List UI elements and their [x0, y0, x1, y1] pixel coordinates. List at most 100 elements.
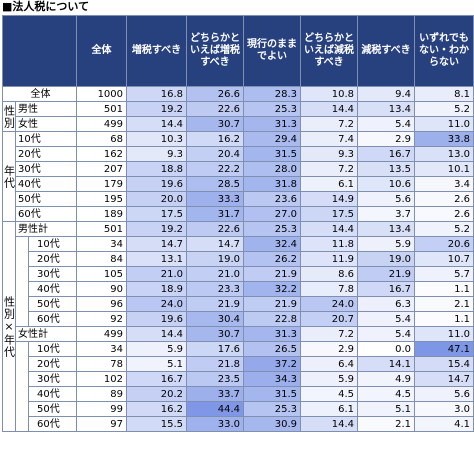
table-row: 20代 84 13.1 19.0 26.2 11.9 19.0 10.7 [3, 251, 474, 267]
percent-cell: 24.0 [126, 296, 188, 312]
percent-cell: 26.2 [243, 251, 302, 267]
percent-cell: 4.5 [300, 386, 359, 402]
count-cell: 162 [76, 146, 128, 162]
percent-cell: 17.5 [126, 206, 188, 222]
row-label: 20代 [27, 251, 78, 267]
percent-cell: 11.0 [414, 116, 474, 132]
percent-cell: 26.6 [186, 86, 245, 102]
percent-cell: 33.8 [414, 131, 474, 147]
percent-cell: 5.9 [357, 236, 416, 252]
table-row: 年代 10代 68 10.3 16.2 29.4 7.4 2.9 33.8 [2, 131, 474, 222]
percent-cell: 19.0 [357, 251, 416, 267]
group-label: 性別 [2, 101, 16, 132]
header-cell: どちらかといえば増税すべき [186, 15, 245, 87]
table-row: 女性計 499 14.4 30.7 31.3 7.2 5.4 11.0 [3, 326, 474, 342]
percent-cell: 22.2 [186, 161, 245, 177]
percent-cell: 17.5 [300, 206, 359, 222]
percent-cell: 6.3 [357, 296, 416, 312]
percent-cell: 5.2 [414, 101, 474, 117]
table-row: 60代 97 15.5 33.0 30.9 14.4 2.1 4.1 [3, 416, 474, 432]
percent-cell: 31.3 [243, 116, 302, 132]
percent-cell: 14.4 [126, 116, 188, 132]
percent-cell: 33.7 [186, 386, 245, 402]
percent-cell: 20.2 [126, 386, 188, 402]
count-cell: 90 [76, 281, 128, 297]
percent-cell: 25.3 [243, 221, 302, 237]
percent-cell: 7.2 [300, 326, 359, 342]
percent-cell: 32.2 [243, 281, 302, 297]
percent-cell: 7.2 [300, 161, 359, 177]
percent-cell: 31.7 [186, 206, 245, 222]
row-label: 男性計 [14, 221, 78, 237]
percent-cell: 16.2 [126, 401, 188, 417]
percent-cell: 17.6 [186, 341, 245, 357]
table-row: 女性 499 14.4 30.7 31.3 7.2 5.4 11.0 [3, 116, 474, 132]
percent-cell: 22.8 [243, 311, 302, 327]
percent-cell: 30.4 [186, 311, 245, 327]
row-label: 60代 [14, 206, 78, 222]
percent-cell: 33.0 [186, 416, 245, 432]
table-row: 30代 207 18.8 22.2 28.0 7.2 13.5 10.1 [3, 161, 474, 177]
table-row: 50代 96 24.0 21.9 21.9 24.0 6.3 2.1 [3, 296, 474, 312]
count-cell: 189 [76, 206, 128, 222]
percent-cell: 5.4 [357, 116, 416, 132]
percent-cell: 8.1 [414, 86, 474, 102]
count-cell: 84 [76, 251, 128, 267]
percent-cell: 14.4 [300, 221, 359, 237]
header-corner [1, 15, 78, 87]
percent-cell: 14.1 [357, 356, 416, 372]
percent-cell: 13.4 [357, 221, 416, 237]
percent-cell: 31.8 [243, 176, 302, 192]
row-label: 30代 [14, 161, 78, 177]
row-label: 40代 [14, 176, 78, 192]
table-row: 30代 105 21.0 21.0 21.9 8.6 21.9 5.7 [3, 266, 474, 282]
percent-cell: 28.5 [186, 176, 245, 192]
count-cell: 499 [76, 326, 128, 342]
row-label: 10代 [27, 341, 78, 357]
percent-cell: 33.3 [186, 191, 245, 207]
percent-cell: 1.1 [414, 311, 474, 327]
count-cell: 68 [76, 131, 128, 147]
header-cell: 現行のままでよい [243, 15, 302, 87]
percent-cell: 9.3 [300, 146, 359, 162]
page-title: ■法人税について [2, 0, 90, 13]
row-label: 20代 [27, 356, 78, 372]
header-cell: 増税すべき [126, 15, 188, 87]
row-label: 50代 [27, 296, 78, 312]
percent-cell: 16.2 [186, 131, 245, 147]
percent-cell: 7.8 [300, 281, 359, 297]
percent-cell: 19.6 [126, 311, 188, 327]
group-label: 性別×年代 [2, 221, 16, 432]
percent-cell: 5.9 [300, 371, 359, 387]
percent-cell: 13.5 [357, 161, 416, 177]
percent-cell: 5.1 [126, 356, 188, 372]
percent-cell: 23.6 [243, 191, 302, 207]
row-label: 10代 [27, 236, 78, 252]
percent-cell: 5.7 [414, 266, 474, 282]
count-cell: 207 [76, 161, 128, 177]
count-cell: 501 [76, 221, 128, 237]
percent-cell: 23.3 [186, 281, 245, 297]
percent-cell: 16.7 [126, 371, 188, 387]
percent-cell: 6.1 [300, 401, 359, 417]
percent-cell: 10.7 [414, 251, 474, 267]
count-cell: 96 [76, 296, 128, 312]
percent-cell: 21.9 [243, 266, 302, 282]
percent-cell: 2.1 [357, 416, 416, 432]
table-row: 10代 34 5.9 17.6 26.5 2.9 0.0 47.1 [3, 341, 474, 432]
percent-cell: 8.6 [300, 266, 359, 282]
count-cell: 501 [76, 101, 128, 117]
percent-cell: 5.2 [414, 221, 474, 237]
percent-cell: 3.7 [357, 206, 416, 222]
count-cell: 92 [76, 311, 128, 327]
percent-cell: 47.1 [414, 341, 474, 357]
percent-cell: 32.4 [243, 236, 302, 252]
percent-cell: 25.3 [243, 101, 302, 117]
indent-cell [15, 341, 29, 432]
table-row: 性別 男性 501 19.2 22.6 25.3 14.4 13.4 5.2 [2, 101, 474, 132]
row-label: 60代 [27, 311, 78, 327]
percent-cell: 21.9 [357, 266, 416, 282]
percent-cell: 14.7 [186, 236, 245, 252]
percent-cell: 31.3 [243, 326, 302, 342]
percent-cell: 27.0 [243, 206, 302, 222]
